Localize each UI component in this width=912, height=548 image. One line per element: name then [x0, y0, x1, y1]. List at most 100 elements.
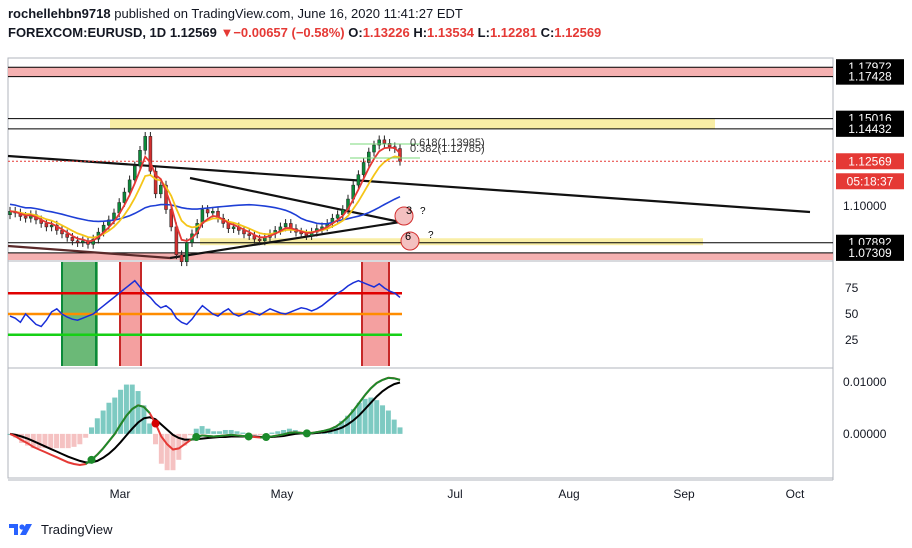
price-label: 1.17428 — [848, 70, 892, 84]
macd-line-bull-segment — [376, 379, 384, 384]
macd-histogram-bar — [205, 428, 211, 434]
price-axis-labels: 1.179721.174281.150161.144321.1256905:18… — [836, 59, 904, 261]
candle-bullish — [127, 179, 132, 193]
candle-bullish — [81, 240, 85, 243]
footer[interactable]: TradingView — [8, 518, 113, 540]
support-resistance-zone — [200, 238, 703, 246]
username[interactable]: rochellehbn9718 — [8, 6, 111, 21]
wave-label-6: 6 — [405, 231, 411, 243]
macd-histogram-bar — [275, 431, 281, 434]
macd-histogram-bar — [94, 418, 100, 434]
time-tick-label: May — [271, 487, 294, 501]
macd-histogram-bar — [153, 433, 159, 445]
macd-histogram-bar — [234, 431, 240, 434]
candle-bullish — [377, 139, 381, 146]
candle-bearish — [174, 226, 179, 256]
publish-info: rochellehbn9718 published on TradingView… — [8, 6, 463, 21]
candle-bullish — [356, 174, 361, 186]
macd-histogram-bar — [391, 419, 397, 434]
candle-bullish — [283, 223, 288, 228]
macd-line-bull-segment — [324, 428, 331, 432]
macd-line-bull-segment — [119, 415, 128, 426]
time-tick-label: Oct — [786, 487, 805, 501]
macd-line-bull-segment — [352, 402, 361, 412]
candle-bullish — [335, 214, 340, 219]
macd-line-bull-segment — [96, 447, 104, 456]
time-tick-label: Jul — [447, 487, 462, 501]
candles — [8, 132, 402, 267]
macd-line-bull-segment — [312, 430, 319, 434]
macd-line-bull-segment — [370, 382, 378, 389]
signal-line — [9, 381, 401, 464]
macd-line-bull-segment — [329, 425, 337, 431]
macd-histogram-bar — [170, 433, 176, 471]
low-label: L: — [477, 25, 490, 40]
macd-histogram-bar — [100, 410, 106, 434]
oscillator-tick-label: 25 — [845, 333, 859, 347]
macd-histogram-bar — [141, 405, 147, 434]
symbol-label[interactable]: FOREXCOM:EURUSD, 1D — [8, 25, 167, 40]
macd-line-bull-segment — [277, 433, 284, 437]
macd-line-bull-segment — [213, 434, 220, 438]
candle-bearish — [148, 136, 153, 172]
oscillator-line — [9, 279, 401, 328]
macd-histogram-bar — [135, 391, 141, 434]
macd-histogram-bar — [193, 428, 199, 434]
macd-histogram-bar — [217, 431, 223, 434]
macd-line-bull-segment — [318, 429, 325, 433]
macd-line-bull-segment — [388, 376, 395, 380]
candle-bearish — [382, 139, 387, 144]
macd-histogram-bar — [54, 433, 60, 449]
price-tick-label: 1.10000 — [843, 199, 887, 213]
fib-annotations: 0.618(1.13985)0.382(1.12785) — [350, 137, 485, 159]
macd-histogram-bar — [36, 433, 42, 449]
macd-histogram-bar — [42, 433, 48, 449]
macd-tick-label: 0.00000 — [843, 427, 887, 441]
macd-histogram-bar — [65, 433, 71, 449]
macd-histogram-bar — [59, 433, 65, 449]
macd-histogram-bar — [77, 433, 83, 445]
wave-badge-3 — [394, 206, 414, 226]
macd-histogram-bar — [147, 423, 153, 434]
macd-line-bull-segment — [364, 387, 372, 396]
fib-label-382: 0.382(1.12785) — [410, 143, 485, 155]
macd-line-bull-segment — [219, 434, 226, 437]
price-label: 1.07309 — [848, 246, 892, 260]
macd-histogram-bar — [368, 397, 374, 434]
candle-bullish — [133, 165, 137, 181]
candle-bearish — [153, 170, 158, 195]
price-label: 05:18:37 — [847, 174, 894, 188]
macd-line-bull-segment — [137, 404, 145, 408]
macd-line-bull-segment — [207, 434, 214, 438]
time-tick-label: Aug — [558, 487, 579, 501]
price-label: 1.14432 — [848, 122, 892, 136]
horizontal-levels — [8, 66, 833, 254]
candle-bullish — [367, 151, 371, 163]
change-down-icon: ▼ — [220, 25, 234, 40]
price-label-box — [836, 173, 904, 190]
candle-bullish — [361, 162, 366, 175]
candle-bearish — [65, 233, 69, 238]
macd-line-bull-segment — [202, 434, 208, 437]
open-value: 1.13226 — [362, 25, 410, 40]
candle-bearish — [398, 148, 402, 162]
price-label-box — [836, 244, 904, 261]
last-price: 1.12569 — [169, 25, 217, 40]
macd-histogram-bar — [385, 410, 391, 434]
trendline-base — [7, 244, 171, 260]
macd-line-bull-segment — [125, 408, 133, 417]
candle-bullish — [143, 136, 147, 151]
candle-bearish — [304, 233, 309, 236]
wave-label-3: 3 — [406, 205, 412, 217]
price-label-box — [836, 68, 904, 85]
macd-cross-dot — [87, 455, 96, 464]
macd-histogram-bar — [164, 433, 170, 471]
candle-bullish — [185, 242, 189, 262]
high-label: H: — [413, 25, 428, 40]
macd-histogram-bar — [106, 402, 112, 434]
macd-line-bull-segment — [358, 394, 366, 404]
support-resistance-zone — [110, 118, 715, 129]
macd-line-bull-segment — [102, 440, 110, 450]
price-label-box — [836, 120, 904, 137]
